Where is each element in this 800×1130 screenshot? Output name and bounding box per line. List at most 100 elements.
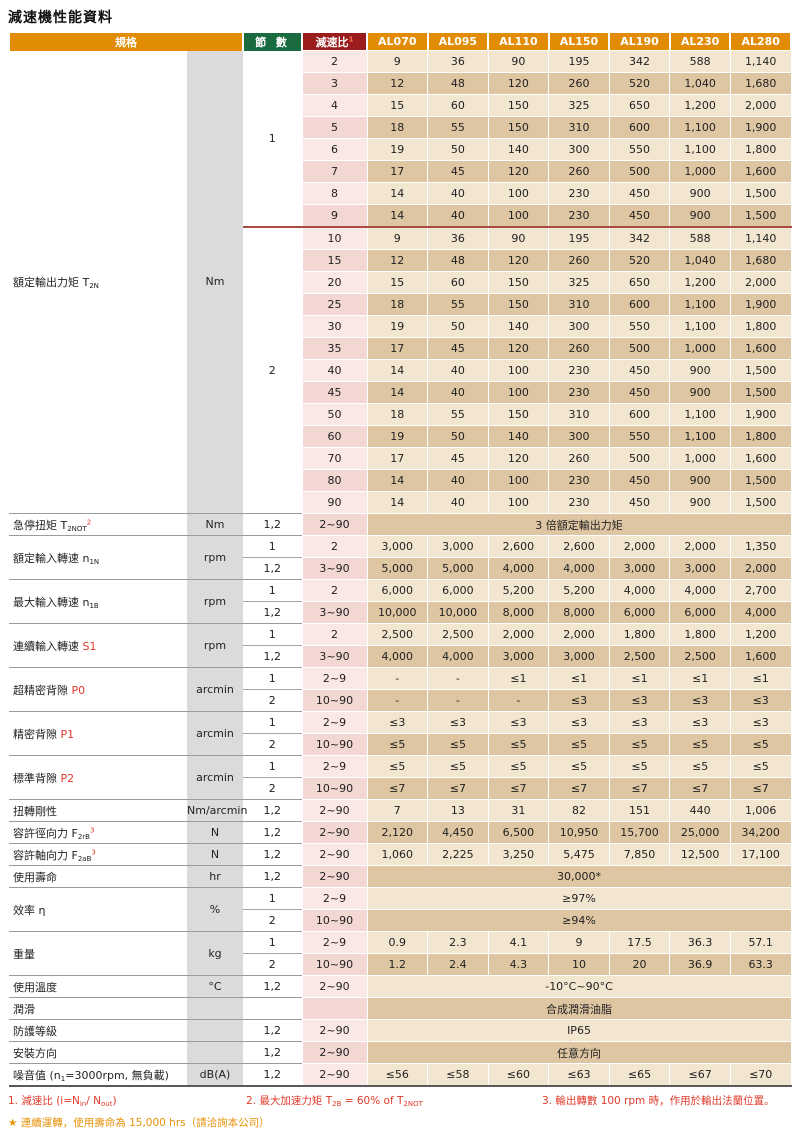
table-row: 60 19 50 140 300 550 1,100 1,800 <box>9 425 792 448</box>
table-row: 8 14 40 100 230 450 900 1,500 <box>9 182 792 205</box>
value-cell: 2,600 <box>548 535 610 558</box>
value-cell: 3,000 <box>608 557 671 580</box>
label-text: 額定輸入轉速 n <box>13 551 90 565</box>
value-cell: 325 <box>548 271 610 294</box>
ratio-cell: 6 <box>301 138 368 161</box>
value-cell: 8,000 <box>548 601 610 624</box>
row-label: 連續輸入轉速 S1 <box>9 623 187 668</box>
value-cell: ≤1 <box>608 667 671 690</box>
span-value-cell: 3 倍額定輸出力矩 <box>366 513 792 536</box>
value-cell: 1,600 <box>729 160 792 183</box>
ratio-cell: 8 <box>301 182 368 205</box>
value-cell: 325 <box>548 94 610 117</box>
unit-cell: °C <box>187 975 243 998</box>
label-text: 1N <box>89 557 100 566</box>
value-cell: 15 <box>366 271 429 294</box>
table-row: 重量 kg 1 2~9 0.9 2.3 4.1 9 17.5 36.3 57.1 <box>9 931 792 976</box>
value-cell: 2,000 <box>729 557 792 580</box>
spec-header: 規格 <box>8 33 244 51</box>
value-cell: 10,950 <box>548 821 610 844</box>
value-cell: 450 <box>608 491 671 514</box>
value-cell: 9 <box>548 931 610 954</box>
label-text: 2N <box>89 281 99 290</box>
value-cell: 18 <box>366 403 429 426</box>
label-text: 2NOT <box>67 524 87 533</box>
unit-cell <box>187 1041 243 1064</box>
row-label: 扭轉剛性 <box>9 799 187 822</box>
label-text: 安裝方向 <box>13 1046 57 1060</box>
stage-cell: 1 <box>243 623 302 646</box>
value-cell: 9 <box>366 50 429 73</box>
value-cell: 13 <box>427 799 489 822</box>
value-cell: ≤5 <box>548 755 610 778</box>
value-cell: - <box>487 689 550 712</box>
value-cell: 18 <box>366 293 429 316</box>
table-row: 標準背隙 P2 arcmin 1 2~9 ≤5 ≤5 ≤5 ≤5 ≤5 ≤5 ≤5 <box>9 755 792 800</box>
value-cell: ≤5 <box>669 733 731 756</box>
value-cell: 12 <box>366 249 429 272</box>
value-cell: 1,680 <box>729 72 792 95</box>
value-cell: 1,350 <box>729 535 792 558</box>
value-cell: 25,000 <box>669 821 731 844</box>
ratio-cell: 10 <box>301 226 368 250</box>
value-cell: ≤5 <box>608 755 671 778</box>
label-text: 3 <box>91 847 96 856</box>
ratio-cell: 2~90 <box>301 821 368 844</box>
label-text: 連續輸入轉速 <box>13 639 83 653</box>
value-cell: 10,000 <box>427 601 489 624</box>
value-cell: 48 <box>427 72 489 95</box>
value-cell: 6,000 <box>608 601 671 624</box>
value-cell: 1,800 <box>608 623 671 646</box>
value-cell: 500 <box>608 337 671 360</box>
value-cell: 342 <box>608 226 671 250</box>
value-cell: 12 <box>366 72 429 95</box>
value-cell: 7 <box>366 799 429 822</box>
value-cell: 900 <box>669 491 731 514</box>
table-row: 45 14 40 100 230 450 900 1,500 <box>9 381 792 404</box>
value-cell: - <box>366 689 429 712</box>
table-row: 精密背隙 P1 arcmin 1 2~9 ≤3 ≤3 ≤3 ≤3 ≤3 ≤3 ≤3 <box>9 711 792 756</box>
value-cell: 900 <box>669 469 731 492</box>
label-text: S1 <box>82 639 97 653</box>
value-cell: ≤5 <box>427 755 489 778</box>
value-cell: - <box>366 667 429 690</box>
value-cell: 1,100 <box>669 315 731 338</box>
value-cell: 5,000 <box>366 557 429 580</box>
unit-cell: N <box>187 843 243 866</box>
value-cell: 120 <box>487 447 550 470</box>
page-title: 減速機性能資料 <box>8 10 113 26</box>
value-cell: 50 <box>427 315 489 338</box>
value-cell: 150 <box>487 271 550 294</box>
performance-table-container: 規格節 數減速比1 AL070 AL095 AL110 AL150 AL190 AL230 A… <box>8 33 792 1087</box>
value-cell: 151 <box>608 799 671 822</box>
value-cell: 300 <box>548 138 610 161</box>
value-cell: ≤5 <box>548 733 610 756</box>
unit-cell: % <box>187 887 243 932</box>
value-cell: 45 <box>427 337 489 360</box>
value-cell: 36 <box>427 50 489 73</box>
value-cell: 588 <box>669 50 731 73</box>
value-cell: 195 <box>548 226 610 250</box>
value-cell: ≤5 <box>427 733 489 756</box>
row-label: 使用壽命 <box>9 865 187 888</box>
value-cell: 10,000 <box>366 601 429 624</box>
unit-cell: dB(A) <box>187 1063 243 1086</box>
value-cell: 140 <box>487 425 550 448</box>
value-cell: 17,100 <box>729 843 792 866</box>
label-text: 噪音值 (n <box>13 1068 61 1082</box>
value-cell: 2,000 <box>669 535 731 558</box>
value-cell: ≤5 <box>366 755 429 778</box>
value-cell: 600 <box>608 116 671 139</box>
label-text: 額定輸出力矩 T <box>13 275 90 289</box>
ratio-cell: 70 <box>301 447 368 470</box>
stage-cell: 1,2 <box>243 1019 302 1042</box>
value-cell: 100 <box>487 381 550 404</box>
span-value-cell: 合成潤滑油脂 <box>366 997 792 1020</box>
value-cell: 17 <box>366 337 429 360</box>
stage-cell: 1,2 <box>243 799 302 822</box>
table-row: 容許軸向力 F2aB3 N 1,2 2~90 1,060 2,225 3,250 5,475 7… <box>9 843 792 866</box>
value-cell: - <box>427 689 489 712</box>
header-row: 規格節 數減速比1 AL070 AL095 AL110 AL150 AL190 AL230 A… <box>8 33 792 51</box>
value-cell: 2.3 <box>427 931 489 954</box>
